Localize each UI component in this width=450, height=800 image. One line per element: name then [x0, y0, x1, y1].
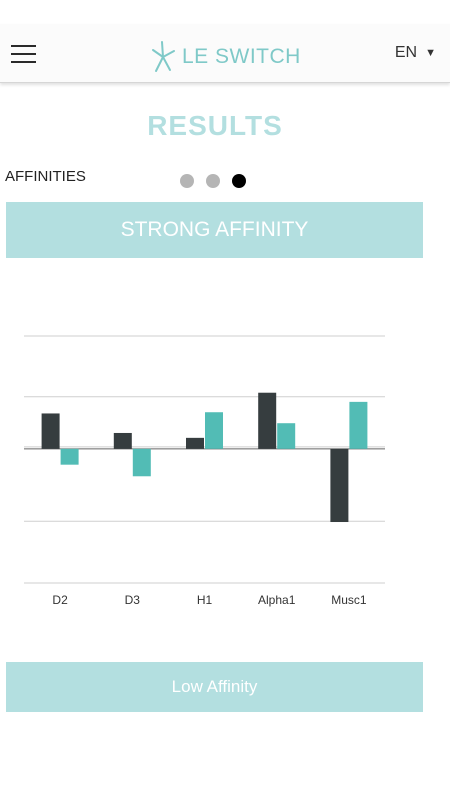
page-title: RESULTS — [147, 110, 283, 141]
pager-dot[interactable] — [180, 174, 194, 188]
bar-alpha1-series-2 — [277, 423, 296, 449]
strong-affinity-label: STRONG AFFINITY — [120, 218, 309, 241]
bar-musc1-series-2 — [349, 401, 368, 449]
x-tick-label: Musc1 — [331, 593, 367, 607]
hamburger-icon[interactable] — [11, 45, 36, 64]
low-affinity-label: Low Affinity — [171, 677, 258, 696]
caret-down-icon: ▼ — [425, 47, 436, 59]
pager-dot[interactable] — [232, 174, 246, 188]
strong-affinity-banner: STRONG AFFINITY — [6, 202, 423, 258]
app-logo: LE SWITCH — [150, 40, 301, 74]
affinity-chart: D2 D3 H1 Alpha1 Musc1 — [24, 335, 385, 607]
x-tick-label: H1 — [197, 593, 213, 607]
x-tick-label: Alpha1 — [258, 593, 296, 607]
pager-dots — [180, 174, 246, 188]
star-burst-icon — [152, 41, 175, 72]
language-label: EN — [394, 44, 418, 61]
language-selector[interactable]: EN ▼ — [395, 44, 436, 62]
logo-text: LE SWITCH — [182, 45, 301, 68]
bar-d3-series-2 — [132, 448, 151, 477]
x-tick-label: D3 — [125, 593, 141, 607]
bar-alpha1-series-1 — [258, 392, 277, 449]
app-header: LE SWITCH EN ▼ — [0, 24, 450, 83]
bar-h1-series-2 — [205, 412, 223, 449]
pager-dot[interactable] — [206, 174, 220, 188]
bar-d2-series-2 — [60, 448, 79, 465]
bar-h1-series-1 — [186, 437, 204, 449]
bar-d2-series-1 — [41, 413, 60, 449]
status-bar — [0, 0, 450, 24]
low-affinity-button[interactable]: Low Affinity — [6, 662, 423, 712]
bar-d3-series-1 — [113, 432, 132, 449]
section-label: AFFINITIES — [5, 168, 86, 185]
bar-musc1-series-1 — [330, 448, 349, 523]
x-tick-label: D2 — [52, 593, 68, 607]
